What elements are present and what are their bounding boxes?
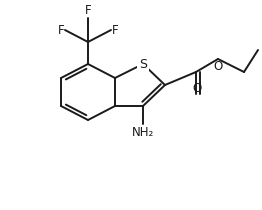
- Text: F: F: [57, 24, 64, 37]
- Text: O: O: [192, 82, 202, 95]
- Text: S: S: [139, 58, 147, 71]
- Text: NH₂: NH₂: [132, 126, 154, 139]
- Text: O: O: [213, 60, 223, 73]
- Text: F: F: [112, 24, 119, 37]
- Text: F: F: [85, 4, 91, 17]
